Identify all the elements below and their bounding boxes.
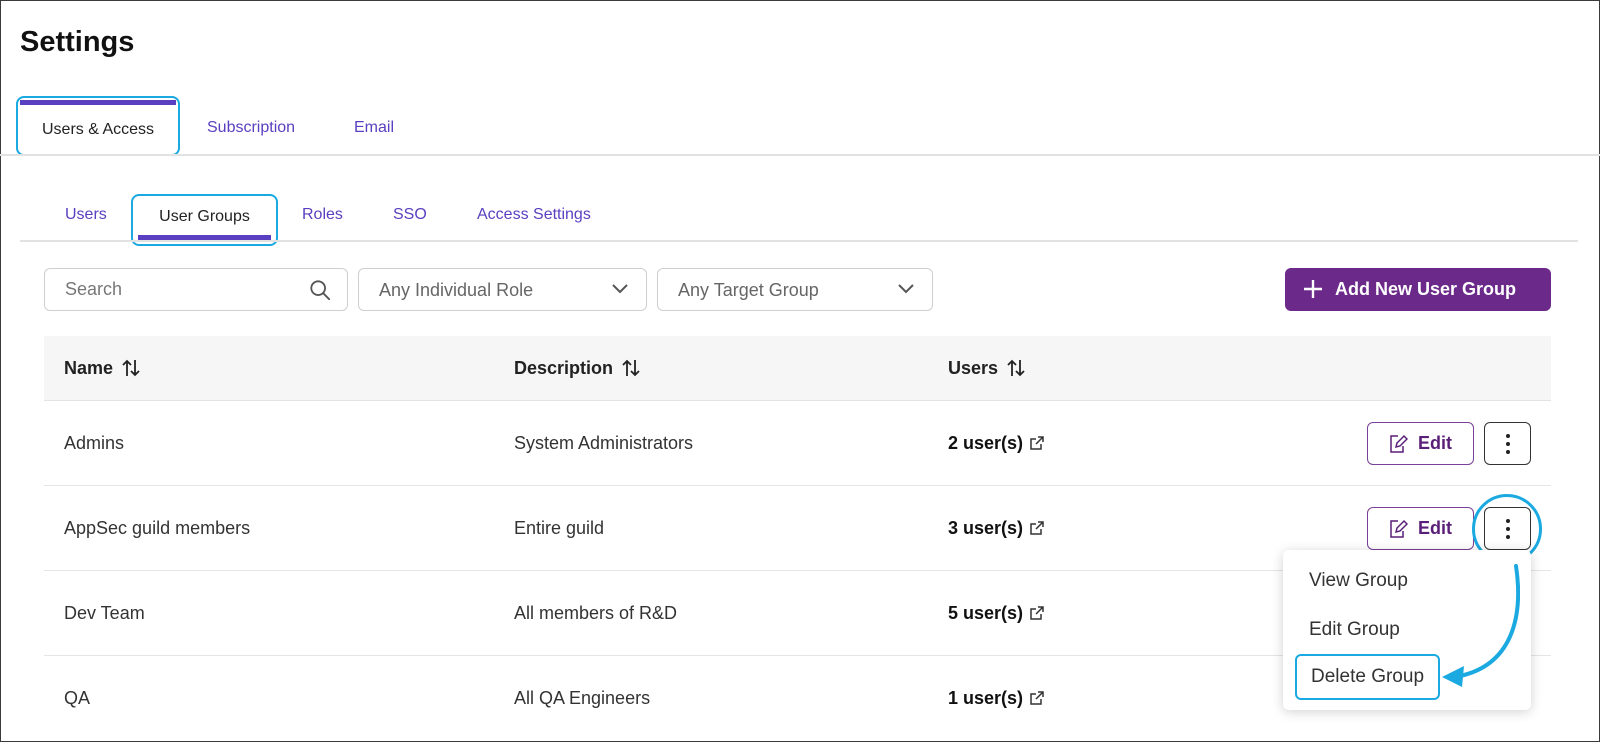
external-link-icon	[1030, 691, 1044, 705]
group-users-count: 5 user(s)	[948, 603, 1024, 623]
column-description-header[interactable]: Description	[514, 358, 641, 379]
group-users-link[interactable]: 1 user(s)	[948, 688, 1045, 709]
more-options-button[interactable]	[1484, 422, 1531, 465]
group-name: QA	[64, 688, 91, 708]
search-box	[44, 268, 348, 311]
tab-subscription[interactable]: Subscription	[207, 119, 296, 136]
tab-users-access[interactable]: Users & Access	[16, 96, 180, 156]
more-vertical-icon	[1506, 519, 1510, 539]
more-options-button[interactable]	[1484, 507, 1531, 550]
group-users-count: 1 user(s)	[948, 688, 1024, 708]
group-users-link[interactable]: 3 user(s)	[948, 518, 1045, 539]
tab-email[interactable]: Email	[354, 119, 395, 136]
edit-label: Edit	[1418, 433, 1452, 453]
edit-icon	[1390, 519, 1408, 538]
subtab-user-groups[interactable]: User Groups	[131, 194, 278, 246]
target-select-value: Any Target Group	[678, 280, 819, 300]
target-group-select[interactable]: Any Target Group	[657, 268, 933, 311]
search-input[interactable]	[45, 269, 295, 310]
sub-tab-bar: Users User Groups Roles SSO Access Setti…	[0, 194, 1600, 246]
column-name-header[interactable]: Name	[64, 358, 141, 379]
group-description: All members of R&D	[514, 603, 678, 623]
plus-icon	[1304, 280, 1322, 298]
chevron-down-icon	[898, 284, 914, 294]
group-name: Admins	[64, 433, 125, 453]
edit-icon	[1390, 434, 1408, 453]
chevron-down-icon	[612, 284, 628, 294]
more-vertical-icon	[1506, 434, 1510, 454]
top-tab-bar: Users & Access Subscription Email	[0, 96, 1600, 156]
column-users-label: Users	[948, 358, 999, 378]
page-title: Settings	[20, 26, 135, 58]
group-users-count: 2 user(s)	[948, 433, 1024, 453]
group-description: Entire guild	[514, 518, 605, 538]
role-select-value: Any Individual Role	[379, 280, 534, 300]
menu-item-view-group[interactable]: View Group	[1309, 570, 1408, 591]
column-name-label: Name	[64, 358, 114, 378]
menu-item-edit-group[interactable]: Edit Group	[1309, 619, 1400, 640]
group-users-count: 3 user(s)	[948, 518, 1024, 538]
column-users-header[interactable]: Users	[948, 358, 1026, 379]
menu-item-delete-group[interactable]: Delete Group	[1295, 654, 1441, 700]
group-description: System Administrators	[514, 433, 694, 453]
sort-icon[interactable]	[1006, 358, 1026, 378]
group-users-link[interactable]: 2 user(s)	[948, 433, 1045, 454]
role-select[interactable]: Any Individual Role	[358, 268, 647, 311]
table-row: AppSec guild members Entire guild 3 user…	[44, 486, 1551, 571]
sort-icon[interactable]	[621, 358, 641, 378]
subtab-sso[interactable]: SSO	[393, 206, 427, 223]
sub-tab-divider	[20, 240, 1578, 242]
table-header: Name Description Users	[44, 336, 1551, 401]
subtab-access-settings[interactable]: Access Settings	[477, 206, 591, 223]
group-name: AppSec guild members	[64, 518, 251, 538]
subtab-users[interactable]: Users	[65, 206, 107, 223]
group-description: All QA Engineers	[514, 688, 651, 708]
column-description-label: Description	[514, 358, 614, 378]
edit-button[interactable]: Edit	[1367, 422, 1474, 465]
edit-label: Edit	[1418, 518, 1452, 538]
add-user-group-button[interactable]: Add New User Group	[1285, 268, 1551, 311]
subtab-roles[interactable]: Roles	[302, 206, 343, 223]
edit-button[interactable]: Edit	[1367, 507, 1474, 550]
search-icon[interactable]	[309, 279, 331, 301]
external-link-icon	[1030, 436, 1044, 450]
top-tab-divider	[0, 154, 1600, 156]
sort-icon[interactable]	[121, 358, 141, 378]
row-actions-menu: View Group Edit Group Delete Group	[1283, 550, 1531, 710]
external-link-icon	[1030, 606, 1044, 620]
group-name: Dev Team	[64, 603, 145, 623]
table-row: Admins System Administrators 2 user(s) E…	[44, 401, 1551, 486]
group-users-link[interactable]: 5 user(s)	[948, 603, 1045, 624]
add-user-group-label: Add New User Group	[1335, 279, 1517, 299]
external-link-icon	[1030, 521, 1044, 535]
